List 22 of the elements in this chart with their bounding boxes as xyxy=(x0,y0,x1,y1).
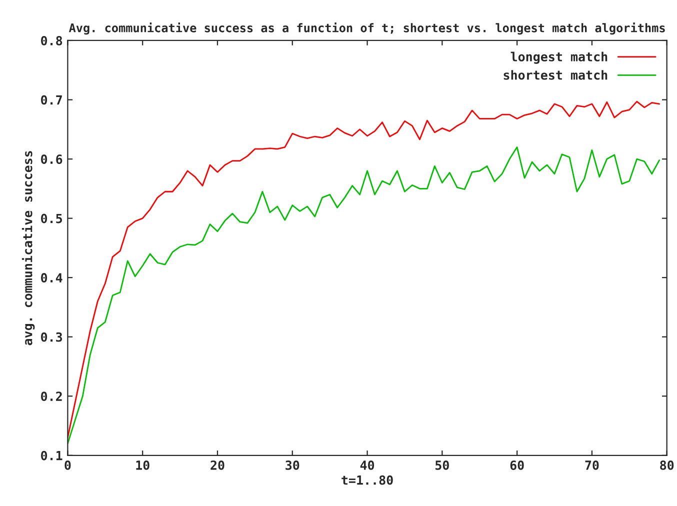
legend-label: longest match xyxy=(510,52,608,64)
y-tick-label: 0.1 xyxy=(41,450,62,460)
x-tick-label: 60 xyxy=(510,460,524,470)
x-tick-label: 40 xyxy=(360,460,374,470)
x-tick-label: 10 xyxy=(136,460,150,470)
y-tick-label: 0.6 xyxy=(41,154,62,164)
y-tick-label: 0.5 xyxy=(41,214,62,224)
x-tick-label: 30 xyxy=(286,460,300,470)
y-tick-label: 0.3 xyxy=(41,332,62,342)
x-axis-title: t=1..80 xyxy=(342,475,393,485)
x-tick-label: 0 xyxy=(64,460,71,470)
legend-label: shortest match xyxy=(504,70,608,80)
x-tick-label: 50 xyxy=(436,460,449,470)
x-tick-label: 20 xyxy=(210,460,224,470)
y-tick-label: 0.8 xyxy=(41,36,62,46)
y-tick-label: 0.4 xyxy=(41,273,62,283)
y-tick-label: 0.2 xyxy=(41,392,62,402)
x-tick-label: 70 xyxy=(585,460,599,470)
x-tick-label: 80 xyxy=(660,460,674,470)
y-axis-title: avg. communicative success xyxy=(22,151,35,346)
y-tick-label: 0.7 xyxy=(41,95,62,105)
chart-title: Avg. communicative success as a function of t; shortest vs. longest match algorithms xyxy=(68,22,665,35)
